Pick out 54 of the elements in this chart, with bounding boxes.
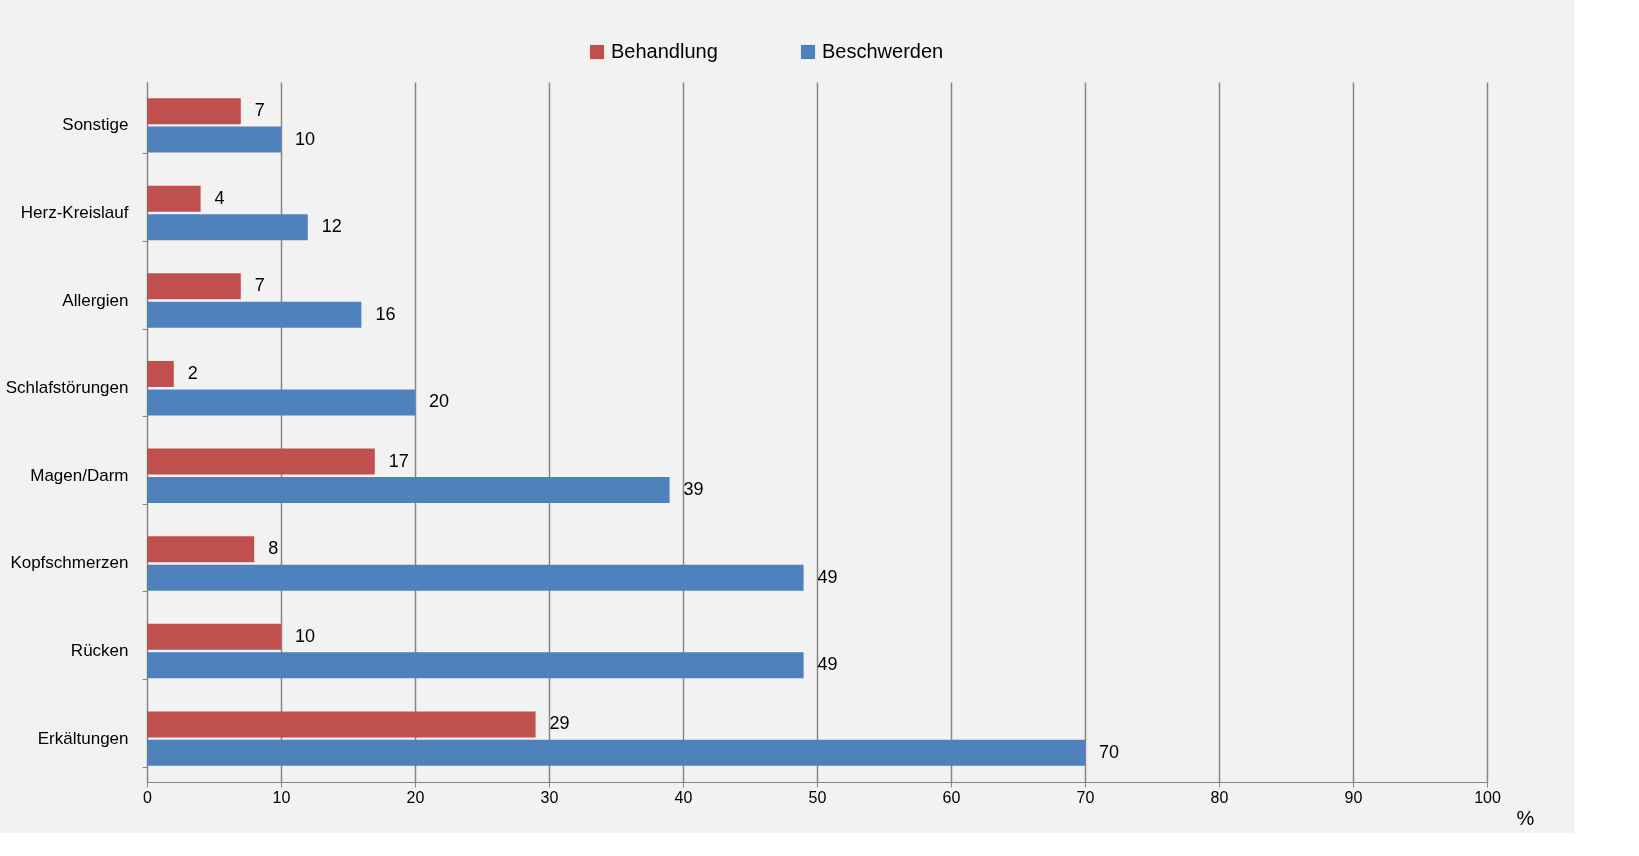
- y-tick-label: Schlafstörungen: [5, 378, 129, 398]
- x-axis-title: %: [1516, 806, 1535, 829]
- bar: [147, 477, 670, 504]
- x-tick-label: 0: [143, 788, 153, 806]
- data-label: 7: [254, 100, 265, 121]
- data-label: 10: [295, 128, 316, 149]
- legend-label: Behandlung: [611, 40, 718, 62]
- data-label: 2: [187, 362, 198, 383]
- bar: [147, 98, 241, 125]
- bar: [147, 536, 255, 563]
- bar: [147, 652, 804, 679]
- bar: [147, 739, 1085, 766]
- x-tick-label: 60: [942, 788, 961, 806]
- y-tick-label: Magen/Darm: [30, 465, 129, 485]
- data-label: 17: [388, 450, 409, 471]
- y-tick-label: Erkältungen: [37, 728, 129, 748]
- bar: [147, 564, 804, 591]
- data-label: 7: [254, 275, 265, 296]
- x-tick-label: 90: [1344, 788, 1363, 806]
- data-label: 49: [817, 566, 838, 587]
- x-tick-label: 20: [406, 788, 425, 806]
- data-label: 16: [375, 303, 396, 324]
- data-label: 10: [295, 625, 316, 646]
- bar: [147, 214, 308, 241]
- x-tick-label: 40: [674, 788, 693, 806]
- data-label: 49: [817, 654, 838, 675]
- y-tick-label: Herz-Kreislauf: [20, 202, 129, 222]
- bar: [147, 360, 174, 387]
- x-tick-label: 50: [808, 788, 827, 806]
- x-tick-label: 100: [1474, 788, 1501, 806]
- data-label: 8: [268, 538, 279, 559]
- x-tick-label: 70: [1076, 788, 1095, 806]
- bar: [147, 185, 201, 212]
- data-label: 20: [429, 391, 450, 412]
- y-tick-label: Kopfschmerzen: [10, 553, 129, 573]
- legend-label: Beschwerden: [822, 40, 944, 62]
- y-tick-label: Rücken: [70, 641, 129, 661]
- x-tick-label: 80: [1210, 788, 1229, 806]
- bar: [147, 126, 281, 153]
- bar: [147, 389, 415, 416]
- data-label: 70: [1099, 741, 1120, 762]
- bar: [147, 301, 362, 328]
- bar: [147, 448, 375, 475]
- bar: [147, 711, 536, 738]
- bar: [147, 273, 241, 300]
- data-label: 29: [549, 713, 570, 734]
- y-tick-label: Sonstige: [62, 115, 129, 135]
- data-label: 12: [321, 216, 342, 237]
- y-tick-label: Allergien: [62, 290, 129, 310]
- x-tick-label: 30: [540, 788, 559, 806]
- x-tick-label: 10: [272, 788, 291, 806]
- data-label: 39: [683, 479, 704, 500]
- bar: [147, 623, 281, 650]
- data-label: 4: [214, 187, 225, 208]
